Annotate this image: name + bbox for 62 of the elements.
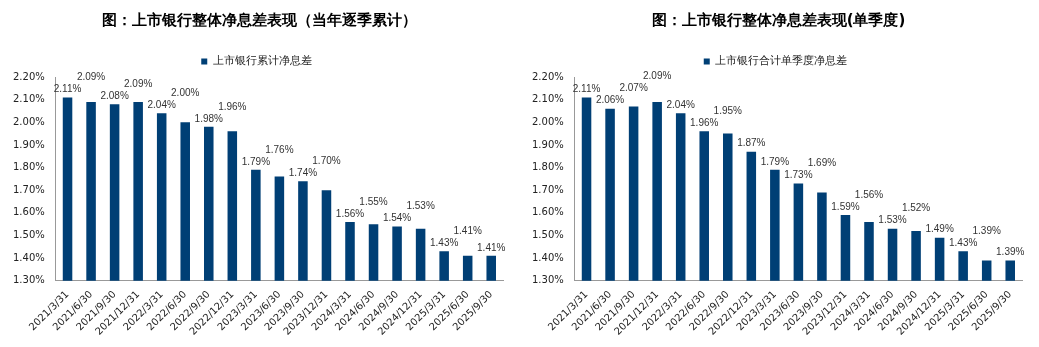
chart-title: 图：上市银行整体净息差表现(单季度) xyxy=(650,10,907,31)
y-tick-label: 2.20% xyxy=(12,70,45,82)
y-tick-label: 2.00% xyxy=(12,115,45,127)
data-label: 2.04% xyxy=(666,98,695,110)
y-tick-label: 1.70% xyxy=(531,183,564,195)
data-label: 1.69% xyxy=(807,157,837,169)
y-tick-label: 2.00% xyxy=(531,115,564,127)
y-tick-label: 1.60% xyxy=(531,206,564,218)
y-tick-label: 2.10% xyxy=(12,93,45,105)
data-label: 1.49% xyxy=(925,223,954,235)
data-label: 1.73% xyxy=(784,169,813,181)
data-label: 1.52% xyxy=(901,202,931,214)
data-label: 1.53% xyxy=(878,214,907,226)
data-label: 1.95% xyxy=(713,105,743,117)
y-tick-label: 1.30% xyxy=(12,274,45,286)
data-label: 1.98% xyxy=(194,112,224,124)
data-label: 1.56% xyxy=(854,188,884,200)
data-label: 1.55% xyxy=(359,195,388,207)
data-label: 1.74% xyxy=(288,166,318,178)
data-label: 2.08% xyxy=(100,89,129,101)
data-label: 1.96% xyxy=(690,117,719,129)
y-tick-label: 1.90% xyxy=(12,138,45,150)
data-label: 2.11% xyxy=(53,83,82,95)
data-label: 2.09% xyxy=(642,70,672,82)
data-label: 1.96% xyxy=(218,100,247,112)
y-tick-label: 1.90% xyxy=(531,138,564,150)
data-label: 2.09% xyxy=(76,71,106,83)
data-label: 1.43% xyxy=(948,237,978,249)
y-tick-label: 1.60% xyxy=(12,206,45,218)
data-label: 1.53% xyxy=(406,200,435,212)
data-label: 1.76% xyxy=(265,143,294,155)
data-label: 1.79% xyxy=(760,155,790,167)
legend-label: 上市银行累计净息差 xyxy=(212,54,312,68)
y-tick-label: 1.30% xyxy=(531,274,564,286)
data-label: 1.54% xyxy=(382,212,412,224)
data-label: 1.87% xyxy=(737,137,766,149)
y-tick-label: 2.20% xyxy=(531,70,564,82)
y-tick-label: 1.50% xyxy=(12,229,45,241)
y-tick-label: 1.80% xyxy=(531,161,564,173)
data-label: 2.09% xyxy=(123,77,153,89)
legend-label: 上市银行合计单季度净息差 xyxy=(715,54,848,68)
data-label: 1.59% xyxy=(831,200,860,212)
y-tick-label: 2.10% xyxy=(531,93,564,105)
data-label: 2.07% xyxy=(619,82,648,94)
data-label: 1.79% xyxy=(241,155,271,167)
data-label: 2.04% xyxy=(147,98,176,110)
y-tick-label: 1.40% xyxy=(531,251,564,263)
data-label: 2.00% xyxy=(171,86,200,98)
y-tick-label: 1.50% xyxy=(531,229,564,241)
y-tick-label: 1.80% xyxy=(12,161,45,173)
data-label: 1.43% xyxy=(429,237,459,249)
data-label: 2.11% xyxy=(572,83,601,95)
chart-title: 图：上市银行整体净息差表现（当年逐季累计） xyxy=(101,10,418,31)
data-label: 1.39% xyxy=(996,246,1025,258)
data-label: 1.41% xyxy=(453,225,482,237)
data-label: 2.06% xyxy=(595,94,625,106)
y-tick-label: 1.70% xyxy=(12,183,45,195)
y-tick-label: 1.40% xyxy=(12,251,45,263)
data-label: 1.41% xyxy=(477,241,506,253)
data-label: 1.56% xyxy=(335,207,365,219)
data-label: 1.39% xyxy=(972,225,1001,237)
data-label: 1.70% xyxy=(312,154,341,166)
